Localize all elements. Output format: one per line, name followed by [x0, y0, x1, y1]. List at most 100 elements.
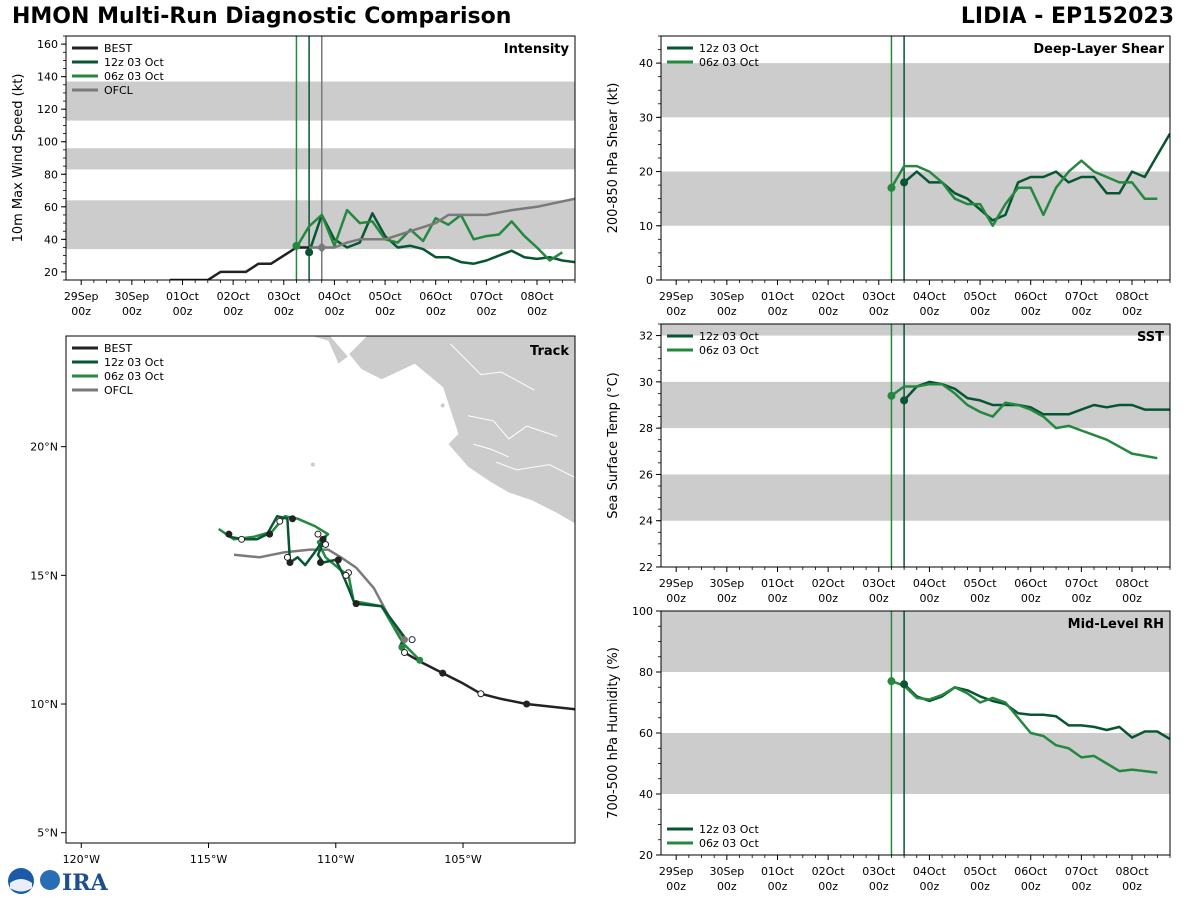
intensity-xtick-hour: 00z	[476, 305, 496, 318]
rh-ytick-label: 60	[639, 727, 653, 740]
intensity-xtick-date: 01Oct	[166, 290, 200, 303]
shear-xtick-hour: 00z	[1071, 305, 1091, 318]
sst-ytick-label: 30	[639, 376, 653, 389]
sst-ylabel: Sea Surface Temp (°C)	[606, 372, 621, 519]
intensity-line-run06	[295, 208, 563, 262]
intensity-ytick-label: 140	[37, 71, 58, 84]
track-ytick-label: 5°N	[37, 827, 58, 840]
track-xtick-label: 115°W	[190, 853, 227, 866]
panel-rh: 20 40 60 80 100 29Sep 00z 30Sep 00z 01Oct 00z 02Oct…	[606, 605, 1171, 893]
track-point-best	[439, 669, 447, 677]
page-title: HMON Multi-Run Diagnostic Comparison	[12, 4, 512, 29]
sst-xtick-date: 30Sep	[709, 577, 744, 590]
intensity-xtick-hour: 00z	[223, 305, 243, 318]
shear-xtick-hour: 00z	[666, 305, 686, 318]
sst-xtick-date: 29Sep	[659, 577, 694, 590]
track-point-open-run12	[276, 517, 284, 525]
state-border-1	[468, 415, 558, 440]
track-point-open-ofcl	[408, 636, 416, 644]
intensity-legend-label-run06: 06z 03 Oct	[104, 70, 164, 83]
intensity-xtick-hour: 00z	[173, 305, 193, 318]
rh-legend-label-run12: 12z 03 Oct	[699, 823, 759, 836]
shear-xtick-hour: 00z	[1122, 305, 1142, 318]
rh-xtick-date: 08Oct	[1115, 865, 1149, 878]
shear-marker-run12	[900, 178, 909, 187]
intensity-xtick-date: 02Oct	[217, 290, 251, 303]
shear-xtick-hour: 00z	[818, 305, 838, 318]
sst-band-0	[661, 474, 1170, 521]
sst-band-2	[661, 324, 1170, 336]
sst-ytick-label: 24	[639, 515, 653, 528]
sst-xtick-hour: 00z	[1071, 592, 1091, 605]
shear-legend-label-run12: 12z 03 Oct	[699, 42, 759, 55]
intensity-ytick-label: 160	[37, 38, 58, 51]
track-point-run12	[266, 530, 274, 538]
sst-xtick-hour: 00z	[1021, 592, 1041, 605]
shear-xtick-hour: 00z	[920, 305, 940, 318]
shear-xtick-hour: 00z	[869, 305, 889, 318]
shear-ytick-label: 0	[646, 274, 653, 287]
rh-xtick-hour: 00z	[869, 880, 889, 893]
track-point-open-best	[477, 690, 485, 698]
track-point-run12	[317, 558, 324, 566]
sst-ytick-label: 26	[639, 468, 653, 481]
shear-ytick-label: 10	[639, 220, 653, 233]
rh-xtick-date: 05Oct	[964, 865, 998, 878]
sst-xtick-date: 01Oct	[761, 577, 795, 590]
shear-xtick-date: 06Oct	[1014, 290, 1048, 303]
intensity-legend-label-ofcl: OFCL	[104, 84, 134, 97]
shear-xtick-hour: 00z	[970, 305, 990, 318]
sst-xtick-hour: 00z	[818, 592, 838, 605]
land-baja	[310, 336, 350, 366]
intensity-xtick-date: 08Oct	[520, 290, 554, 303]
rh-xtick-hour: 00z	[920, 880, 940, 893]
shear-ytick-label: 40	[639, 57, 653, 70]
intensity-xtick-date: 07Oct	[470, 290, 504, 303]
rh-xtick-date: 01Oct	[761, 865, 795, 878]
shear-xtick-hour: 00z	[717, 305, 737, 318]
intensity-xtick-date: 06Oct	[419, 290, 453, 303]
intensity-xtick-date: 03Oct	[267, 290, 301, 303]
track-title: Track	[530, 344, 569, 359]
storm-id: LIDIA - EP152023	[960, 4, 1174, 29]
shear-band-1	[661, 63, 1170, 118]
track-point-best	[523, 700, 531, 708]
sst-xtick-date: 07Oct	[1065, 577, 1099, 590]
sst-xtick-date: 04Oct	[913, 577, 947, 590]
sst-xtick-hour: 00z	[717, 592, 737, 605]
intensity-xtick-date: 29Sep	[64, 290, 99, 303]
track-xtick-label: 110°W	[317, 853, 354, 866]
panel-shear: 0 10 20 30 40 29Sep 00z 30Sep 00z 01Oct 00z 02Oct 00…	[606, 35, 1171, 318]
rh-ytick-label: 80	[639, 666, 653, 679]
track-ytick-label: 10°N	[30, 698, 58, 711]
rh-ytick-label: 20	[639, 849, 653, 862]
track-ytick-label: 20°N	[30, 441, 58, 454]
track-point-run12	[319, 535, 327, 543]
shear-xtick-date: 03Oct	[862, 290, 896, 303]
rh-line-run06	[890, 679, 1158, 774]
sst-xtick-hour: 00z	[768, 592, 788, 605]
intensity-xtick-hour: 00z	[426, 305, 446, 318]
sst-marker-run06	[887, 391, 896, 400]
rh-xtick-date: 07Oct	[1065, 865, 1099, 878]
rh-band-1	[661, 611, 1170, 672]
rh-xtick-date: 29Sep	[659, 865, 694, 878]
intensity-xtick-date: 30Sep	[114, 290, 149, 303]
rh-xtick-hour: 00z	[768, 880, 788, 893]
intensity-xtick-hour: 00z	[71, 305, 91, 318]
rh-marker-run06	[887, 677, 896, 686]
sst-title: SST	[1137, 330, 1164, 345]
rh-xtick-hour: 00z	[818, 880, 838, 893]
rh-series	[887, 677, 1170, 774]
intensity-ytick-label: 120	[37, 103, 58, 116]
rh-ytick-label: 100	[632, 605, 653, 618]
land-mexico	[347, 336, 575, 525]
track-point-run12	[334, 556, 342, 564]
intensity-ytick-label: 40	[44, 233, 58, 246]
track-point-run12	[289, 515, 297, 523]
rh-legend-label-run06: 06z 03 Oct	[699, 837, 759, 850]
track-ytick-label: 15°N	[30, 569, 58, 582]
